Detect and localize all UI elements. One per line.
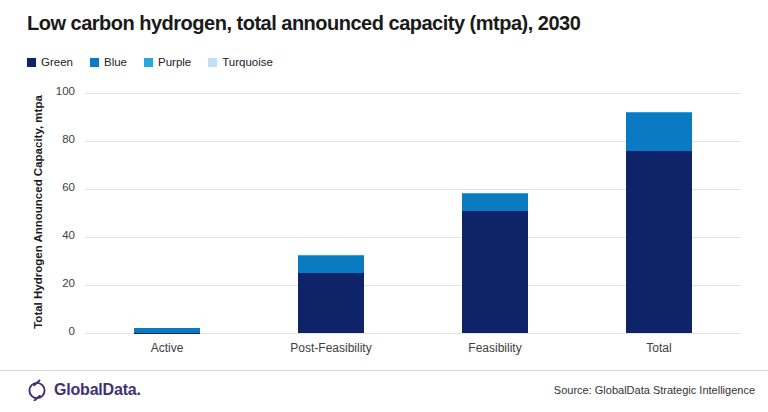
- bar-segment-green: [298, 273, 364, 333]
- y-tick-label: 80: [41, 133, 75, 145]
- globaldata-brand: GlobalData.: [26, 379, 141, 401]
- source-attribution: Source: GlobalData Strategic Intelligenc…: [554, 384, 755, 396]
- legend-label: Turquoise: [222, 56, 273, 68]
- footer-divider: [0, 370, 768, 371]
- chart-legend: Green Blue Purple Turquoise: [27, 56, 273, 68]
- y-tick-label: 40: [41, 229, 75, 241]
- y-tick-label: 0: [41, 325, 75, 337]
- bar-segment-green: [462, 211, 528, 333]
- x-axis-label: Active: [97, 341, 237, 355]
- y-tick-label: 20: [41, 277, 75, 289]
- legend-item-purple: Purple: [144, 56, 191, 68]
- legend-item-green: Green: [27, 56, 73, 68]
- legend-swatch-icon: [27, 58, 36, 67]
- y-tick-label: 100: [41, 85, 75, 97]
- x-axis-label: Total: [589, 341, 729, 355]
- gridline-y0: [85, 333, 741, 334]
- bar-total: [626, 112, 692, 333]
- bar-active: [134, 328, 200, 333]
- legend-swatch-icon: [90, 58, 99, 67]
- bar-segment-blue: [298, 256, 364, 273]
- gridline-y100: [85, 93, 741, 94]
- x-axis-label: Post-Feasibility: [261, 341, 401, 355]
- legend-item-turquoise: Turquoise: [208, 56, 273, 68]
- x-axis-label: Feasibility: [425, 341, 565, 355]
- bar-segment-green: [626, 151, 692, 333]
- chart-title: Low carbon hydrogen, total announced cap…: [27, 12, 580, 35]
- legend-label: Blue: [104, 56, 127, 68]
- legend-label: Purple: [158, 56, 191, 68]
- chart-canvas: Low carbon hydrogen, total announced cap…: [0, 0, 768, 412]
- y-tick-label: 60: [41, 181, 75, 193]
- globaldata-wordmark: GlobalData.: [54, 381, 141, 399]
- legend-swatch-icon: [208, 58, 217, 67]
- y-axis-title: Total Hydrogen Announced Capacity, mtpa: [32, 95, 44, 329]
- globaldata-logo-icon: [26, 379, 48, 401]
- legend-item-blue: Blue: [90, 56, 127, 68]
- bar-feasibility: [462, 193, 528, 333]
- bar-segment-blue: [462, 194, 528, 211]
- legend-label: Green: [41, 56, 73, 68]
- bar-post-feasibility: [298, 255, 364, 333]
- legend-swatch-icon: [144, 58, 153, 67]
- bar-segment-blue: [626, 113, 692, 150]
